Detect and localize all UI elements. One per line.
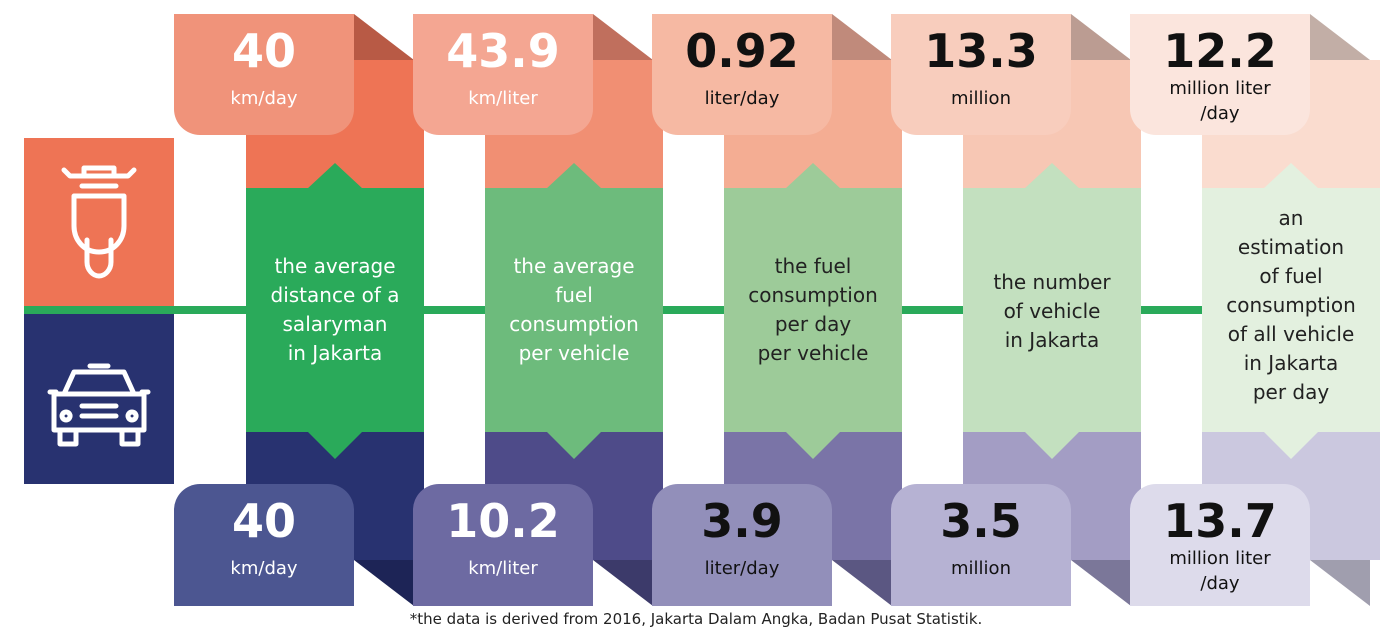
top-unit: km/liter <box>468 88 538 109</box>
bottom-tab: 3.9 liter/day <box>652 484 832 606</box>
bottom-tab: 13.7 million liter /day <box>1130 484 1310 606</box>
bottom-fold <box>832 560 892 606</box>
arrow-down <box>546 431 602 459</box>
motorbike-icon <box>61 165 137 279</box>
arrow-up-shape <box>1024 163 1080 189</box>
description: the fuel consumption per day per vehicle <box>748 254 878 365</box>
bottom-unit: km/liter <box>468 558 538 579</box>
bottom-value: 13.7 <box>1163 494 1277 548</box>
motorbike-panel <box>24 138 174 306</box>
arrow-up <box>785 163 841 189</box>
bottom-unit: liter/day <box>704 558 780 579</box>
bottom-value: 40 <box>231 494 296 548</box>
top-value: 12.2 <box>1163 24 1277 78</box>
top-tab: 43.9 km/liter <box>413 14 593 135</box>
top-tab: 0.92 liter/day <box>652 14 832 135</box>
description: the average distance of a salaryman in J… <box>270 254 400 365</box>
description-panel <box>246 188 424 432</box>
top-value: 43.9 <box>446 24 560 78</box>
top-unit: million liter /day <box>1169 78 1271 124</box>
car-icon <box>47 363 151 447</box>
description: the number of vehicle in Jakarta <box>993 270 1111 352</box>
description-panel <box>963 188 1141 432</box>
bottom-value: 3.9 <box>701 494 783 548</box>
bottom-value: 10.2 <box>446 494 560 548</box>
description: the average fuel consumption per vehicle <box>509 254 639 365</box>
bottom-fold-shape <box>354 560 414 606</box>
top-fold <box>354 14 414 60</box>
arrow-down <box>307 431 363 459</box>
top-fold <box>1310 14 1370 60</box>
arrow-down <box>1263 431 1319 459</box>
bottom-fold-shape <box>593 560 653 606</box>
arrow-up <box>1024 163 1080 189</box>
description-panel <box>724 188 902 432</box>
arrow-up-shape <box>785 163 841 189</box>
top-tab: 13.3 million <box>891 14 1071 135</box>
top-fold-shape <box>1310 14 1370 60</box>
top-unit: million <box>951 88 1011 109</box>
arrow-up <box>1263 163 1319 189</box>
bottom-fold-shape <box>832 560 892 606</box>
top-fold <box>1071 14 1131 60</box>
top-unit: km/day <box>230 88 298 109</box>
description-panel <box>1202 188 1380 432</box>
arrow-down <box>785 431 841 459</box>
bottom-fold <box>1071 560 1131 606</box>
description-panel <box>485 188 663 432</box>
top-value: 0.92 <box>685 24 799 78</box>
arrow-up <box>307 163 363 189</box>
arrow-down-shape <box>1024 431 1080 459</box>
bottom-tab: 10.2 km/liter <box>413 484 593 606</box>
arrow-down-shape <box>546 431 602 459</box>
bottom-fold <box>1310 560 1370 606</box>
bottom-fold-shape <box>1071 560 1131 606</box>
car-panel <box>24 314 174 484</box>
bottom-fold-shape <box>1310 560 1370 606</box>
top-fold-shape <box>354 14 414 60</box>
arrow-down-shape <box>1263 431 1319 459</box>
arrow-down <box>1024 431 1080 459</box>
arrow-up <box>546 163 602 189</box>
top-fold-shape <box>1071 14 1131 60</box>
bottom-fold <box>354 560 414 606</box>
description: an estimation of fuel consumption of all… <box>1226 206 1356 404</box>
top-fold <box>832 14 892 60</box>
top-value: 40 <box>231 24 296 78</box>
arrow-up-shape <box>546 163 602 189</box>
bottom-fold <box>593 560 653 606</box>
bottom-tab: 3.5 million <box>891 484 1071 606</box>
top-fold <box>593 14 653 60</box>
bottom-tab: 40 km/day <box>174 484 354 606</box>
top-unit: liter/day <box>704 88 780 109</box>
arrow-down-shape <box>785 431 841 459</box>
footnote: *the data is derived from 2016, Jakarta … <box>409 610 983 628</box>
top-tab: 40 km/day <box>174 14 354 135</box>
top-value: 13.3 <box>924 24 1038 78</box>
arrow-up-shape <box>1263 163 1319 189</box>
bottom-unit: million liter /day <box>1169 548 1271 594</box>
bottom-unit: million <box>951 558 1011 579</box>
bottom-unit: km/day <box>230 558 298 579</box>
bottom-value: 3.5 <box>940 494 1022 548</box>
arrow-down-shape <box>307 431 363 459</box>
arrow-up-shape <box>307 163 363 189</box>
top-tab: 12.2 million liter /day <box>1130 14 1310 135</box>
connector-line <box>24 306 1370 314</box>
top-fold-shape <box>593 14 653 60</box>
top-fold-shape <box>832 14 892 60</box>
